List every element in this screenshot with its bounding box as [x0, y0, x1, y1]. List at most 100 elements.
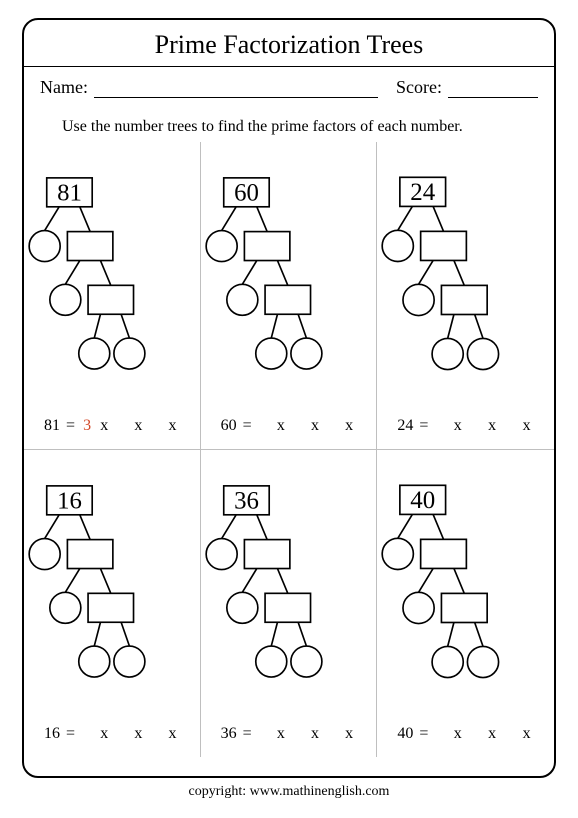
footer-text: copyright: www.mathinenglish.com — [22, 778, 556, 800]
page-title: Prime Factorization Trees — [24, 20, 554, 67]
root-number: 40 — [411, 487, 436, 514]
times-sign: x — [454, 417, 462, 435]
factor-box[interactable] — [265, 593, 310, 622]
factor-box[interactable] — [442, 285, 488, 314]
times-sign: x — [311, 417, 319, 435]
name-label: Name: — [40, 77, 88, 98]
factor-circle[interactable] — [114, 338, 145, 369]
factor-circle[interactable] — [291, 646, 322, 677]
factor-box[interactable] — [244, 539, 289, 568]
factor-circle[interactable] — [255, 646, 286, 677]
factor-box[interactable] — [88, 593, 133, 622]
root-number: 16 — [57, 487, 82, 514]
problem-cell: 60 60 = x x x — [201, 142, 378, 450]
eq-number: 40 — [385, 725, 413, 743]
times-sign: x — [345, 417, 353, 435]
factor-box[interactable] — [67, 539, 112, 568]
factor-circle[interactable] — [383, 538, 414, 569]
eq-number: 36 — [209, 725, 237, 743]
answer-slot[interactable]: 3 — [81, 417, 93, 435]
problem-cell: 36 36 = x x x — [201, 450, 378, 758]
times-sign: x — [345, 725, 353, 743]
eq-number: 81 — [32, 417, 60, 435]
problem-cell: 24 24 = x x x — [377, 142, 554, 450]
root-number: 24 — [411, 179, 436, 206]
factor-box[interactable] — [88, 285, 133, 314]
factor-circle[interactable] — [226, 284, 257, 315]
factor-circle[interactable] — [206, 538, 237, 569]
times-sign: x — [134, 725, 142, 743]
equals-sign: = — [243, 725, 252, 743]
equation-line: 24 = x x x — [385, 417, 550, 435]
times-sign: x — [523, 725, 531, 743]
factor-circle[interactable] — [114, 646, 145, 677]
equation-line: 16 = x x x — [32, 725, 196, 743]
factor-circle[interactable] — [255, 338, 286, 369]
factor-tree: 40 — [377, 458, 554, 708]
worksheet-frame: Prime Factorization Trees Name: Score: U… — [22, 18, 556, 778]
equals-sign: = — [419, 417, 428, 435]
problem-cell: 40 40 = x x x — [377, 450, 554, 758]
times-sign: x — [277, 725, 285, 743]
factor-circle[interactable] — [50, 284, 81, 315]
factor-box[interactable] — [442, 593, 488, 622]
score-input-line[interactable] — [448, 78, 538, 98]
times-sign: x — [100, 725, 108, 743]
eq-number: 16 — [32, 725, 60, 743]
root-number: 36 — [234, 487, 259, 514]
equals-sign: = — [419, 725, 428, 743]
equals-sign: = — [66, 725, 75, 743]
equals-sign: = — [66, 417, 75, 435]
root-number: 60 — [234, 180, 259, 207]
problems-grid: 81 81 = 3 x x x 60 60 = x x x 24 24 = — [24, 142, 554, 757]
factor-circle[interactable] — [383, 230, 414, 261]
times-sign: x — [523, 417, 531, 435]
factor-circle[interactable] — [403, 592, 434, 623]
factor-circle[interactable] — [403, 284, 434, 315]
times-sign: x — [134, 417, 142, 435]
factor-circle[interactable] — [432, 646, 463, 677]
times-sign: x — [100, 417, 108, 435]
score-label: Score: — [396, 77, 442, 98]
factor-box[interactable] — [421, 539, 467, 568]
problem-cell: 81 81 = 3 x x x — [24, 142, 201, 450]
factor-circle[interactable] — [29, 231, 60, 262]
instruction-text: Use the number trees to find the prime f… — [24, 104, 554, 142]
factor-circle[interactable] — [29, 538, 60, 569]
times-sign: x — [311, 725, 319, 743]
factor-circle[interactable] — [432, 338, 463, 369]
times-sign: x — [488, 417, 496, 435]
factor-circle[interactable] — [468, 646, 499, 677]
factor-tree: 81 — [24, 150, 200, 400]
equation-line: 40 = x x x — [385, 725, 550, 743]
factor-tree: 36 — [201, 458, 377, 708]
header-row: Name: Score: — [24, 67, 554, 104]
factor-tree: 24 — [377, 150, 554, 400]
times-sign: x — [488, 725, 496, 743]
factor-circle[interactable] — [206, 231, 237, 262]
factor-circle[interactable] — [468, 338, 499, 369]
times-sign: x — [277, 417, 285, 435]
factor-circle[interactable] — [226, 592, 257, 623]
root-number: 81 — [57, 180, 82, 207]
problem-cell: 16 16 = x x x — [24, 450, 201, 758]
factor-box[interactable] — [265, 285, 310, 314]
equals-sign: = — [243, 417, 252, 435]
name-input-line[interactable] — [94, 78, 378, 98]
factor-tree: 60 — [201, 150, 377, 400]
factor-tree: 16 — [24, 458, 200, 708]
times-sign: x — [169, 417, 177, 435]
eq-number: 60 — [209, 417, 237, 435]
times-sign: x — [454, 725, 462, 743]
factor-box[interactable] — [421, 231, 467, 260]
equation-line: 81 = 3 x x x — [32, 417, 196, 435]
factor-circle[interactable] — [50, 592, 81, 623]
factor-box[interactable] — [244, 232, 289, 261]
factor-box[interactable] — [67, 232, 112, 261]
times-sign: x — [169, 725, 177, 743]
worksheet-page: Prime Factorization Trees Name: Score: U… — [0, 0, 578, 818]
factor-circle[interactable] — [79, 646, 110, 677]
factor-circle[interactable] — [79, 338, 110, 369]
factor-circle[interactable] — [291, 338, 322, 369]
eq-number: 24 — [385, 417, 413, 435]
